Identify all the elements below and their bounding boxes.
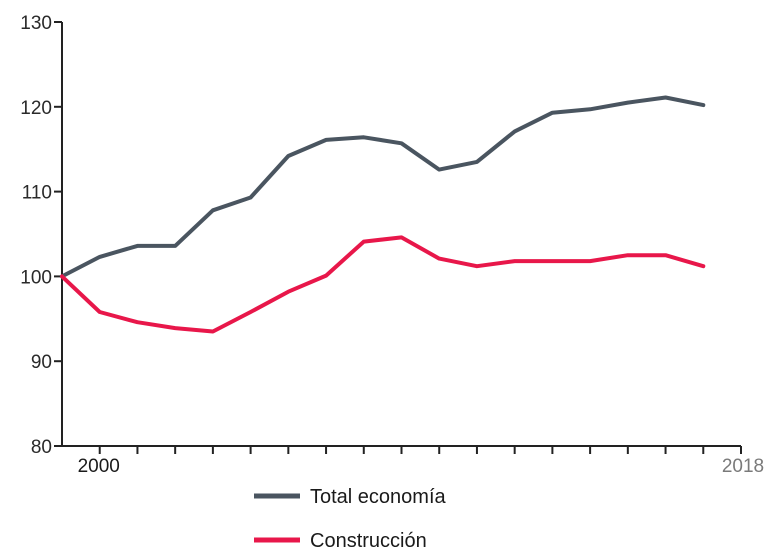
x-tick-label: 2000 xyxy=(78,456,120,477)
x-axis-ticks: 2000 2018 xyxy=(78,446,764,477)
legend-label: Total economía xyxy=(310,486,447,508)
y-tick-label: 120 xyxy=(20,98,52,119)
y-tick-label: 80 xyxy=(31,437,52,458)
series-line-total-economia xyxy=(60,95,706,279)
y-tick-label: 130 xyxy=(20,13,52,34)
y-tick-label: 100 xyxy=(20,267,52,288)
series-line-construccion xyxy=(60,235,706,334)
series-lines xyxy=(60,95,706,334)
legend: Total economía Construcción xyxy=(254,486,447,551)
axes xyxy=(61,22,741,447)
y-axis-ticks: 80 90 100 110 120 130 xyxy=(20,13,62,458)
x-tick-label: 2018 xyxy=(722,456,764,477)
legend-label: Construcción xyxy=(310,530,427,551)
y-tick-label: 110 xyxy=(22,183,52,204)
y-tick-label: 90 xyxy=(31,352,52,373)
